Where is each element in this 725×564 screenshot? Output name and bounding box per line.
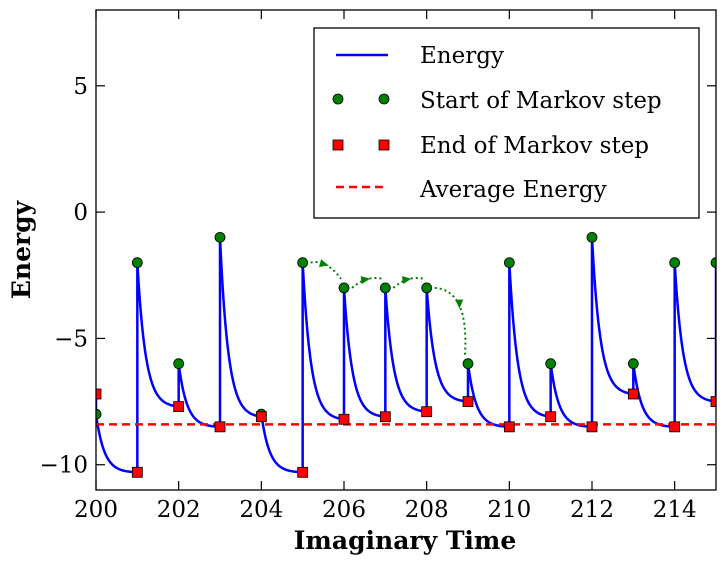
- y-tick-label: 0: [73, 200, 88, 226]
- legend-end-marker-b: [378, 139, 390, 151]
- start-marker: [338, 282, 350, 294]
- end-marker: [503, 421, 515, 433]
- end-marker: [96, 388, 102, 400]
- markov-path-arrowhead: [360, 276, 371, 284]
- end-marker: [462, 396, 474, 407]
- energy-segment: [508, 262, 551, 418]
- energy-segment: [301, 262, 345, 421]
- markov-path-arrowhead: [401, 276, 412, 284]
- markov-path-arrow: [351, 276, 383, 289]
- end-marker: [545, 411, 557, 423]
- y-axis-label: Energy: [7, 199, 36, 299]
- markov-path-arrowhead: [319, 259, 329, 268]
- end-marker: [131, 466, 143, 478]
- start-marker: [96, 408, 102, 420]
- end-marker: [669, 421, 681, 433]
- energy-segment: [549, 363, 593, 429]
- start-marker: [214, 231, 226, 243]
- start-marker: [710, 257, 716, 269]
- x-tick-label: 212: [570, 497, 614, 523]
- start-marker: [586, 231, 598, 243]
- legend-start-marker-b: [378, 93, 390, 105]
- end-marker: [421, 406, 433, 418]
- energy-segment: [136, 262, 179, 408]
- energy-segment: [590, 237, 634, 396]
- x-tick-label: 210: [487, 497, 531, 523]
- start-marker: [379, 282, 391, 294]
- energy-segment: [632, 363, 675, 429]
- legend-end-marker-a: [332, 139, 344, 151]
- legend-end-label: End of Markov step: [420, 133, 649, 159]
- legend-start-marker-a: [332, 93, 344, 105]
- y-tick-label: −5: [54, 326, 88, 352]
- energy-segment: [466, 363, 510, 429]
- start-marker: [669, 257, 681, 269]
- x-tick-label: 202: [157, 497, 201, 523]
- energy-segment: [218, 237, 262, 418]
- markov-path-arrow: [392, 276, 424, 289]
- legend-average-label: Average Energy: [419, 177, 607, 203]
- x-tick-label: 208: [405, 497, 449, 523]
- legend-energy-label: Energy: [420, 43, 504, 69]
- energy-segment: [96, 414, 138, 474]
- markov-path-arrow: [434, 286, 467, 355]
- start-marker: [131, 257, 143, 269]
- end-marker: [379, 411, 391, 423]
- x-tick-label: 200: [74, 497, 118, 523]
- energy-segment: [260, 414, 303, 474]
- x-tick-label: 214: [653, 497, 697, 523]
- energy-segment: [342, 287, 386, 418]
- end-marker: [255, 411, 267, 423]
- start-marker: [297, 257, 309, 269]
- y-tick-label: 5: [73, 74, 88, 100]
- end-marker: [710, 396, 716, 407]
- end-marker: [338, 413, 350, 425]
- end-marker: [214, 421, 226, 433]
- x-axis-label: Imaginary Time: [294, 526, 517, 555]
- energy-segment: [425, 287, 469, 403]
- x-tick-label: 206: [322, 497, 366, 523]
- markov-path-arrowhead: [455, 299, 464, 309]
- end-marker: [297, 466, 309, 478]
- legend-start-label: Start of Markov step: [420, 88, 662, 114]
- x-tick-label: 204: [239, 497, 283, 523]
- end-marker: [173, 401, 185, 413]
- start-marker: [627, 358, 639, 370]
- start-marker: [462, 358, 474, 370]
- plot-frame: [95, 9, 717, 491]
- energy-segment: [673, 262, 716, 403]
- y-tick-label: −10: [39, 453, 88, 479]
- start-marker: [503, 257, 515, 269]
- end-marker: [627, 388, 639, 400]
- end-marker: [586, 421, 598, 433]
- start-marker: [421, 282, 433, 294]
- energy-segment: [177, 363, 221, 429]
- energy-segment: [384, 287, 427, 413]
- start-marker: [173, 358, 185, 370]
- legend: Energy Start of Markov step End of Marko…: [313, 27, 700, 219]
- start-marker: [545, 358, 557, 370]
